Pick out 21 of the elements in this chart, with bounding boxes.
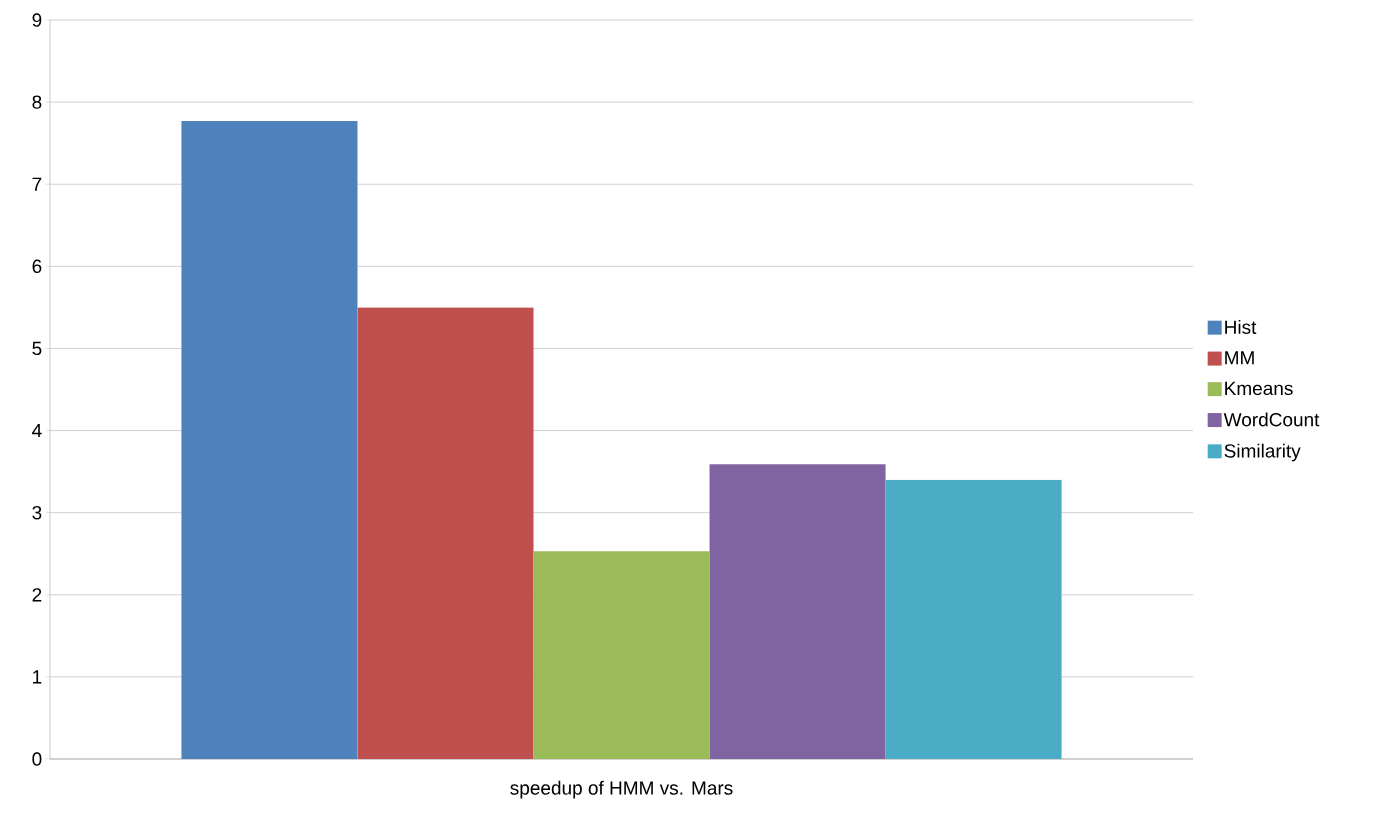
legend-label: Hist: [1225, 320, 1257, 334]
y-tick-label: 5: [32, 341, 42, 356]
y-tick-label: 8: [32, 95, 42, 109]
y-tick-label: 1: [33, 670, 42, 684]
y-tick-label: 4: [32, 424, 42, 438]
bar: [709, 464, 886, 759]
y-tick-label: 9: [32, 13, 42, 27]
legend-label: Similarity: [1224, 443, 1301, 462]
y-tick-label: 0: [32, 752, 42, 766]
x-tick-label: speedup of HMM vs. Mars: [510, 780, 733, 799]
legend-label: WordCount: [1223, 412, 1320, 427]
y-tick-label: 2: [32, 588, 42, 602]
legend-label: Kmeans: [1225, 381, 1293, 396]
y-tick-label: 6: [32, 259, 42, 274]
bar: [533, 551, 710, 759]
y-tick-label: 3: [32, 505, 42, 520]
y-tick-label: 7: [32, 177, 42, 191]
bar: [885, 479, 1062, 759]
legend-label: MM: [1225, 351, 1254, 365]
bar: [181, 120, 358, 759]
bar: [357, 307, 534, 759]
